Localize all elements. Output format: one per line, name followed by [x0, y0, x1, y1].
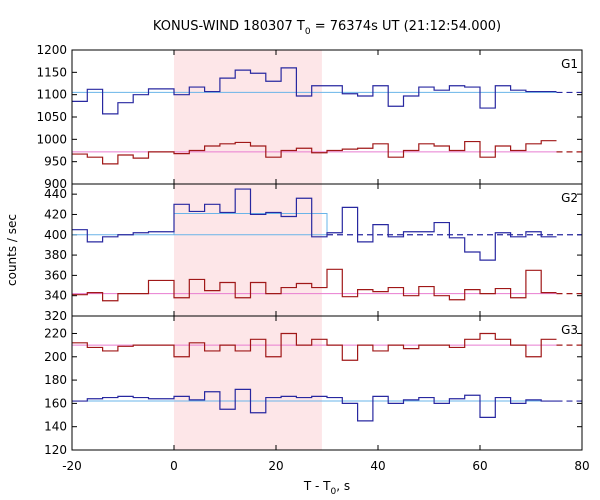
y-tick-label: 440: [44, 187, 67, 201]
y-tick-label: 1200: [36, 43, 67, 57]
histogram-series: [72, 140, 557, 165]
x-axis-label: T - T0, s: [303, 479, 350, 497]
y-tick-label: 950: [44, 155, 67, 169]
y-tick-label: 320: [44, 309, 67, 323]
y-tick-label: 220: [44, 326, 67, 340]
highlight-band: [174, 50, 322, 450]
panel-frame: [71, 183, 583, 317]
panel-label: G1: [561, 57, 578, 71]
y-tick-label: 380: [44, 248, 67, 262]
chart-title: KONUS-WIND 180307 T0 = 76374s UT (21:12:…: [153, 19, 501, 37]
y-tick-label: 340: [44, 289, 67, 303]
x-tick-label: 20: [268, 459, 283, 473]
y-tick-label: 200: [44, 350, 67, 364]
panel-frame: [71, 49, 583, 185]
y-tick-label: 120: [44, 443, 67, 457]
y-tick-label: 360: [44, 268, 67, 282]
y-axis-label: counts / sec: [5, 214, 19, 286]
x-tick-label: 80: [574, 459, 589, 473]
histogram-series: [72, 332, 557, 361]
y-tick-label: 140: [44, 420, 67, 434]
x-tick-label: 60: [472, 459, 487, 473]
y-tick-label: 400: [44, 228, 67, 242]
y-tick-label: 1050: [36, 110, 67, 124]
x-tick-label: 40: [370, 459, 385, 473]
histogram-series: [72, 388, 557, 422]
plot-area: 90095010001050110011501200G1320340360380…: [36, 43, 589, 473]
panel-frame: [71, 315, 583, 451]
y-tick-label: 160: [44, 396, 67, 410]
y-tick-label: 1000: [36, 132, 67, 146]
y-tick-label: 180: [44, 373, 67, 387]
histogram-series: [72, 188, 557, 261]
histogram-series: [72, 67, 557, 115]
y-tick-label: 1150: [36, 65, 67, 79]
panel-label: G2: [561, 191, 578, 205]
y-tick-label: 420: [44, 207, 67, 221]
panel-label: G3: [561, 323, 578, 337]
y-tick-label: 900: [44, 177, 67, 191]
x-tick-label: -20: [62, 459, 82, 473]
y-tick-label: 1100: [36, 88, 67, 102]
x-tick-label: 0: [170, 459, 178, 473]
histogram-series: [72, 268, 557, 302]
